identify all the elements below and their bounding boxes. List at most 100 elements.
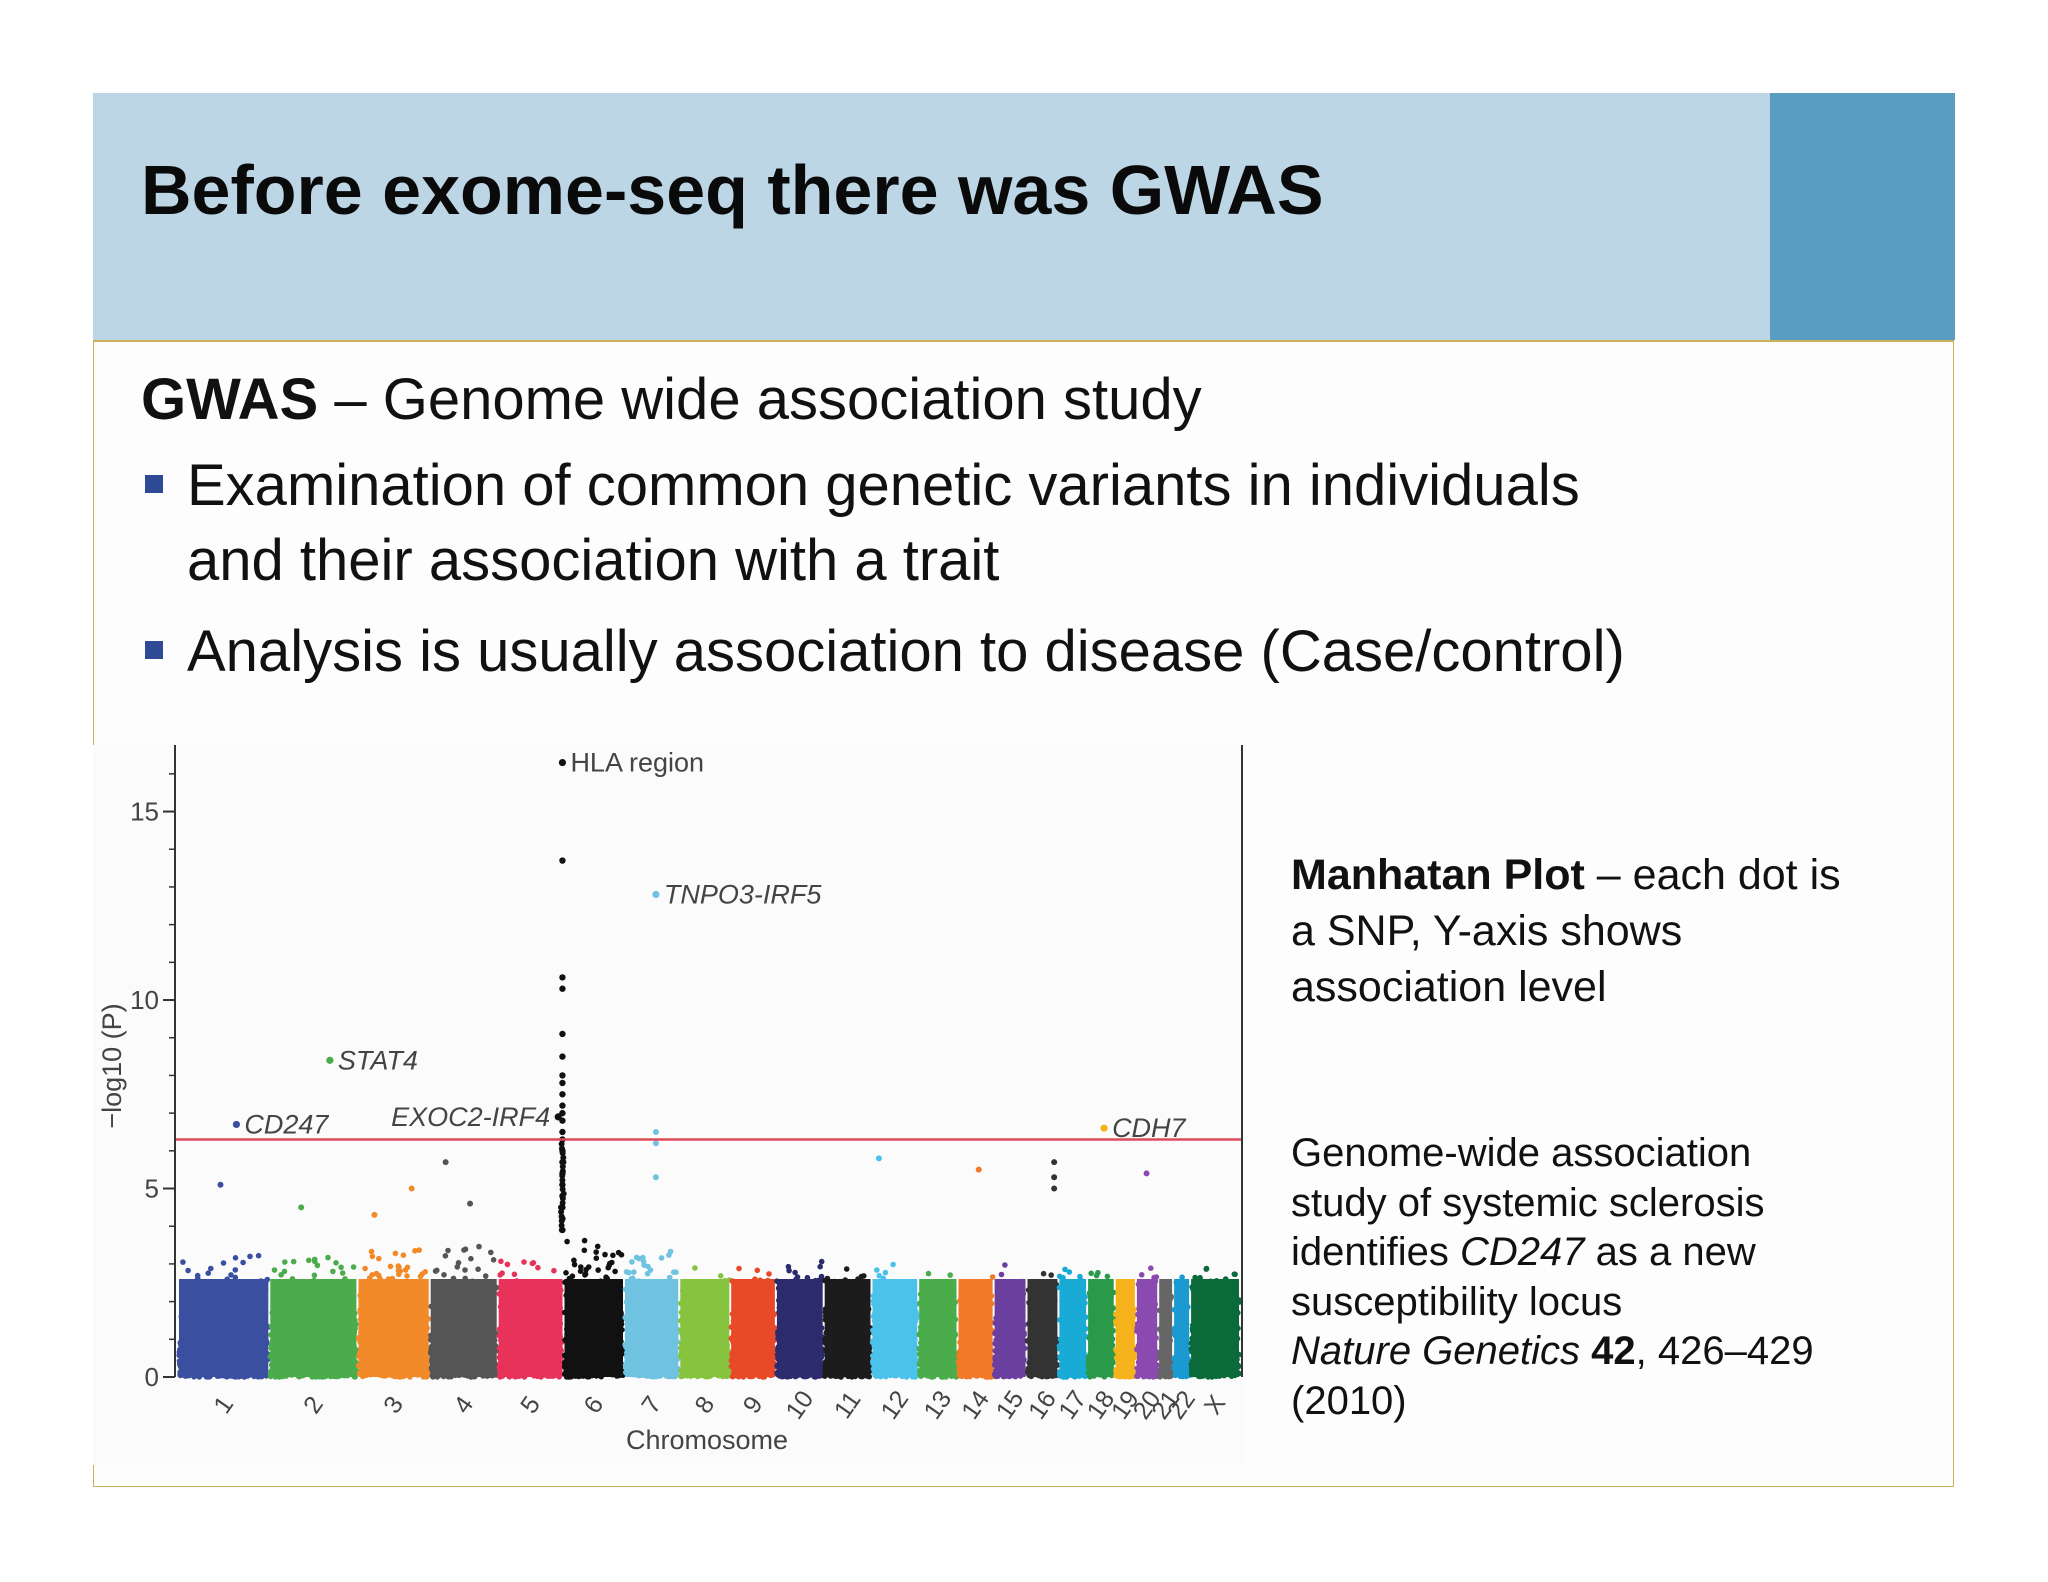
subtitle-definition: – Genome wide association study — [318, 367, 1202, 432]
snp-point-chr6 — [612, 1268, 618, 1275]
snp-point-chr7 — [629, 1259, 635, 1265]
title-bar — [93, 93, 1955, 340]
snp-point-chr6 — [581, 1237, 588, 1244]
subtitle-term: GWAS — [141, 367, 319, 432]
snp-point-chr4 — [482, 1273, 489, 1279]
snp-point-chr8 — [717, 1273, 724, 1279]
snp-point-chr11 — [858, 1273, 865, 1280]
snp-point-chr6 — [582, 1272, 588, 1278]
slide-title: Before exome-seq there was GWAS — [141, 151, 1324, 229]
snp-band-chr10 — [776, 1279, 823, 1377]
snp-point-chr1 — [180, 1259, 186, 1265]
snp-point-chr7 — [658, 1255, 665, 1261]
snp-point-chr9 — [754, 1267, 761, 1274]
snp-point-chr2 — [325, 1254, 331, 1261]
snp-point-chr5 — [529, 1260, 536, 1267]
snp-point-chr4 — [461, 1247, 467, 1253]
snp-point-chr5 — [511, 1271, 518, 1278]
snp-point-chr3 — [376, 1255, 382, 1262]
snp-point-chr2 — [282, 1259, 288, 1265]
snp-point-chr7 — [640, 1254, 646, 1261]
snp-point-chr7 — [633, 1254, 640, 1261]
snp-band-chr2 — [270, 1279, 357, 1377]
snp-point-chr5 — [498, 1258, 504, 1265]
snp-point-chr6 — [563, 1270, 569, 1276]
snp-point-chr5 — [499, 1270, 505, 1276]
snp-point-chr1 — [194, 1272, 201, 1279]
snp-point-chr3 — [395, 1263, 402, 1269]
snp-point-chr7 — [645, 1263, 651, 1270]
snp-point-chr1 — [205, 1270, 211, 1276]
snp-point-chr1 — [240, 1259, 246, 1266]
snp-band-chr1 — [179, 1279, 269, 1377]
snp-point-chr2 — [333, 1260, 339, 1266]
snp-point-chr3 — [369, 1253, 376, 1260]
title-bar-accent — [1770, 93, 1955, 340]
snp-point-chr2 — [312, 1258, 318, 1265]
snp-band-chr5 — [498, 1279, 563, 1377]
snp-point-chr10 — [818, 1258, 825, 1265]
snp-point-chr4 — [442, 1253, 449, 1259]
snp-point-chr2 — [339, 1270, 346, 1276]
snp-point-chr1 — [247, 1253, 253, 1260]
snp-point-chr5 — [521, 1259, 527, 1265]
snp-point-chr3 — [400, 1252, 407, 1258]
bullet-marker — [145, 475, 163, 493]
snp-point-chr6 — [610, 1252, 616, 1259]
snp-point-chr1 — [208, 1265, 214, 1272]
bullet-marker — [145, 641, 163, 659]
snp-point-chr2 — [306, 1257, 312, 1264]
snp-point-chr6 — [578, 1264, 584, 1270]
snp-point-chr5 — [551, 1267, 557, 1274]
snp-point-chr10 — [817, 1263, 823, 1270]
snp-point-chr11 — [843, 1266, 850, 1272]
snp-band-chr6 — [564, 1279, 623, 1377]
snp-band-chr8 — [680, 1279, 730, 1377]
snp-point-chr4 — [476, 1243, 482, 1250]
snp-point-chr6 — [595, 1267, 601, 1273]
snp-point-chr3 — [404, 1273, 410, 1279]
snp-point-chr6 — [607, 1260, 613, 1267]
snp-band-chr7 — [625, 1279, 679, 1377]
snp-band-chr3 — [358, 1279, 429, 1377]
snp-point-chr6 — [602, 1251, 608, 1258]
snp-point-chr1 — [185, 1267, 191, 1274]
snp-point-chr7 — [666, 1252, 672, 1258]
snp-point-chr3 — [362, 1265, 368, 1272]
snp-point-chr2 — [330, 1268, 336, 1275]
snp-point-chr7 — [626, 1269, 632, 1276]
snp-point-chr2 — [281, 1268, 288, 1275]
snp-point-chr1 — [228, 1272, 234, 1278]
snp-point-chr4 — [462, 1267, 468, 1273]
snp-point-chr3 — [404, 1264, 411, 1271]
snp-point-chr4 — [432, 1268, 439, 1274]
snp-point-chr1 — [232, 1255, 239, 1261]
bullet-1-line-2: and their association with a trait — [187, 528, 1000, 593]
snp-point-chr4 — [490, 1257, 497, 1263]
slide-subtitle: GWAS – Genome wide association study — [141, 366, 1202, 433]
snp-point-chr3 — [412, 1248, 418, 1254]
snp-point-chr5 — [535, 1264, 541, 1271]
bullet-1-line-1: Examination of common genetic variants i… — [187, 453, 1580, 518]
snp-point-chr9 — [736, 1265, 742, 1272]
snp-band-chr11 — [824, 1279, 871, 1377]
snp-point-chr6 — [593, 1249, 599, 1255]
snp-point-chr2 — [271, 1267, 278, 1273]
snp-point-chr4 — [468, 1255, 474, 1262]
snp-point-chr7 — [673, 1269, 679, 1275]
snp-point-chr6 — [581, 1247, 588, 1254]
snp-point-chr4 — [441, 1272, 447, 1278]
snp-point-chr3 — [392, 1250, 399, 1257]
snp-point-chr4 — [475, 1266, 481, 1272]
snp-point-chr6 — [618, 1252, 625, 1258]
snp-point-chr6 — [593, 1255, 600, 1261]
snp-point-chr1 — [232, 1267, 239, 1273]
snp-point-chr12 — [882, 1269, 889, 1276]
snp-point-chr4 — [454, 1264, 461, 1270]
snp-point-chr6 — [571, 1261, 578, 1268]
snp-band-chr9 — [731, 1279, 775, 1377]
snp-point-chr3 — [368, 1248, 375, 1255]
snp-point-chr1 — [220, 1260, 227, 1266]
snp-point-chr2 — [311, 1272, 318, 1279]
